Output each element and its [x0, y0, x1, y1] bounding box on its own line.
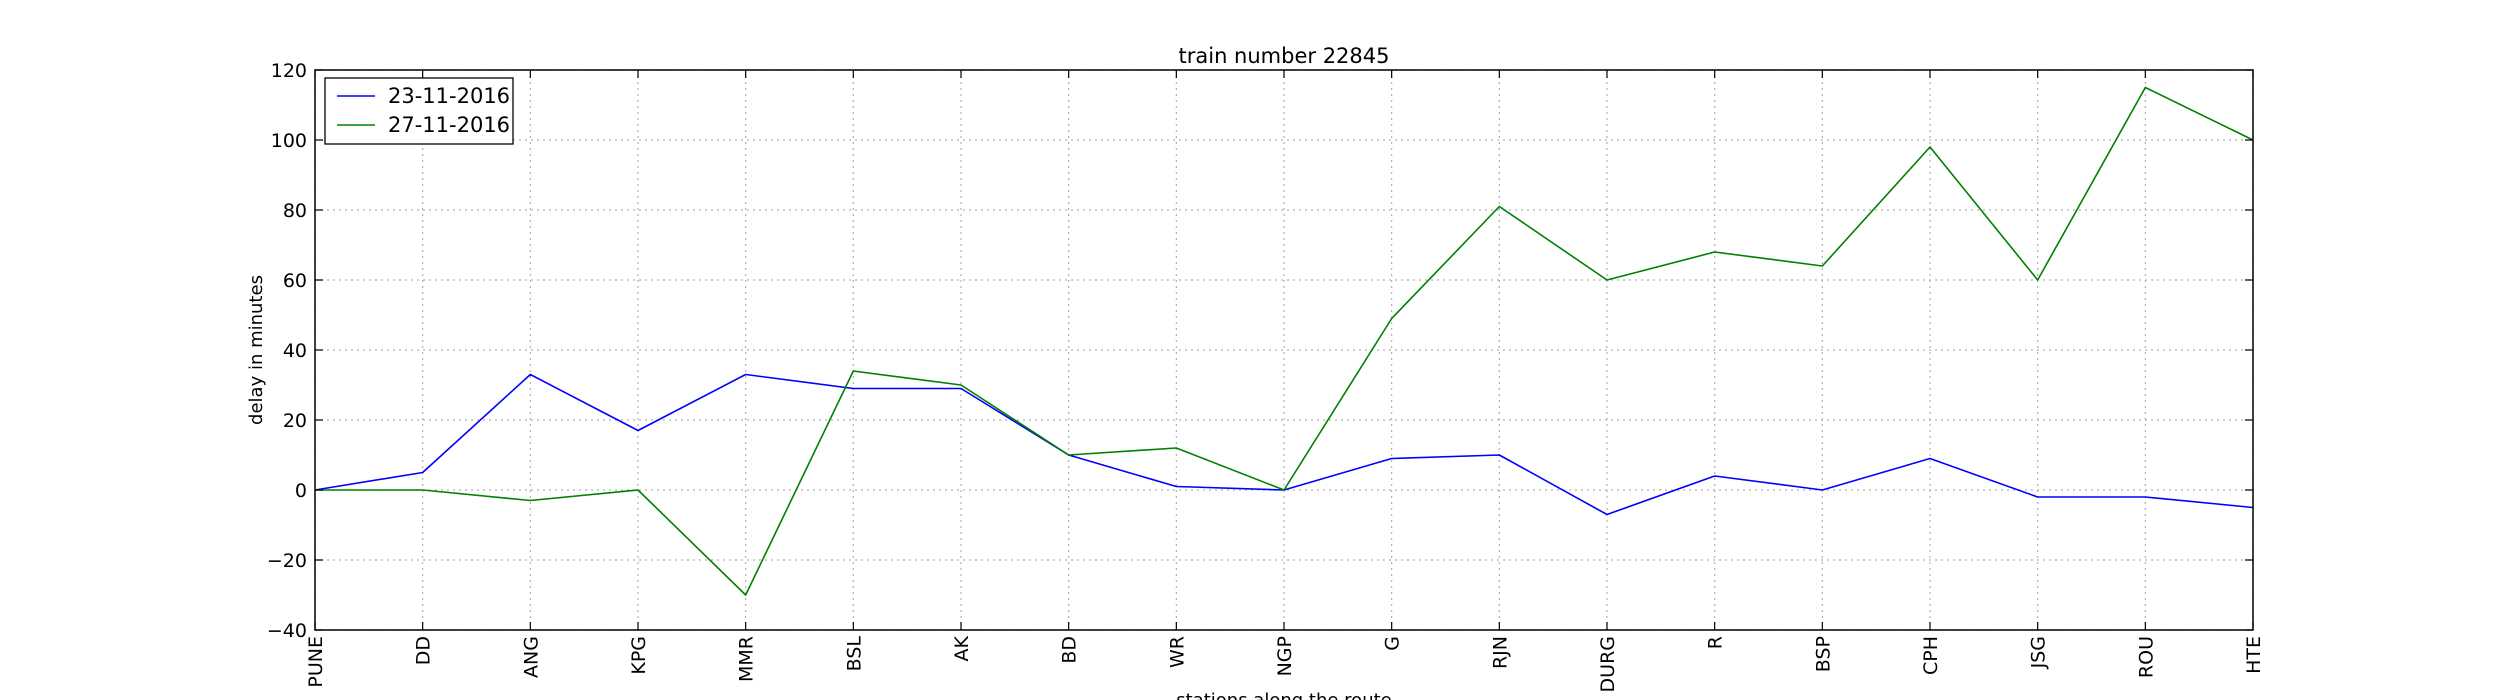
x-tick-label: R — [1705, 636, 1727, 649]
x-tick-label: JSG — [2028, 636, 2050, 669]
y-axis-label: delay in minutes — [246, 275, 267, 425]
x-tick-label: BD — [1059, 636, 1081, 664]
grid-lines — [314, 69, 2254, 631]
y-axis: −40 −20 0 20 40 60 80 100 120 — [267, 60, 2253, 642]
x-tick-label: WR — [1166, 636, 1188, 668]
x-tick-label: NGP — [1274, 636, 1296, 676]
y-tick-label: 20 — [283, 410, 307, 432]
y-tick-label: 120 — [271, 60, 307, 82]
x-tick-label: ROU — [2135, 636, 2157, 678]
x-tick-label: DURG — [1597, 636, 1619, 692]
x-tick-label: AK — [951, 635, 973, 661]
legend-label-1: 23-11-2016 — [388, 84, 510, 108]
y-tick-label: 100 — [271, 130, 307, 152]
legend: 23-11-2016 27-11-2016 — [324, 77, 514, 145]
y-tick-label: 60 — [283, 270, 307, 292]
legend-label-2: 27-11-2016 — [388, 113, 510, 137]
y-tick-label: −20 — [267, 550, 307, 572]
x-tick-label: ANG — [520, 636, 542, 678]
x-tick-label: RJN — [1489, 636, 1511, 669]
y-tick-label: 80 — [283, 200, 307, 222]
x-tick-label: PUNE — [305, 636, 327, 688]
x-tick-label: KPG — [628, 636, 650, 675]
legend-box — [324, 77, 514, 145]
series-lines — [314, 86, 2254, 596]
y-tick-label: 0 — [295, 480, 307, 502]
x-tick-label: DD — [413, 636, 435, 665]
y-tick-label: 40 — [283, 340, 307, 362]
x-tick-label: HTE — [2243, 636, 2265, 674]
y-tick-label: −40 — [267, 620, 307, 642]
x-tick-label: BSL — [843, 636, 865, 672]
x-tick-label: CPH — [1920, 636, 1942, 675]
x-tick-label: BSP — [1812, 636, 1834, 672]
x-tick-label: G — [1382, 636, 1404, 651]
series-line-2 — [315, 86, 2254, 596]
x-tick-label: MMR — [736, 636, 758, 682]
x-axis-label: stations along the route — [1176, 690, 1391, 700]
chart-title: train number 22845 — [1179, 44, 1390, 68]
x-axis: PUNE DD ANG KPG MMR BSL AK BD WR NGP G RJN DURG R BSP C… — [305, 70, 2265, 692]
